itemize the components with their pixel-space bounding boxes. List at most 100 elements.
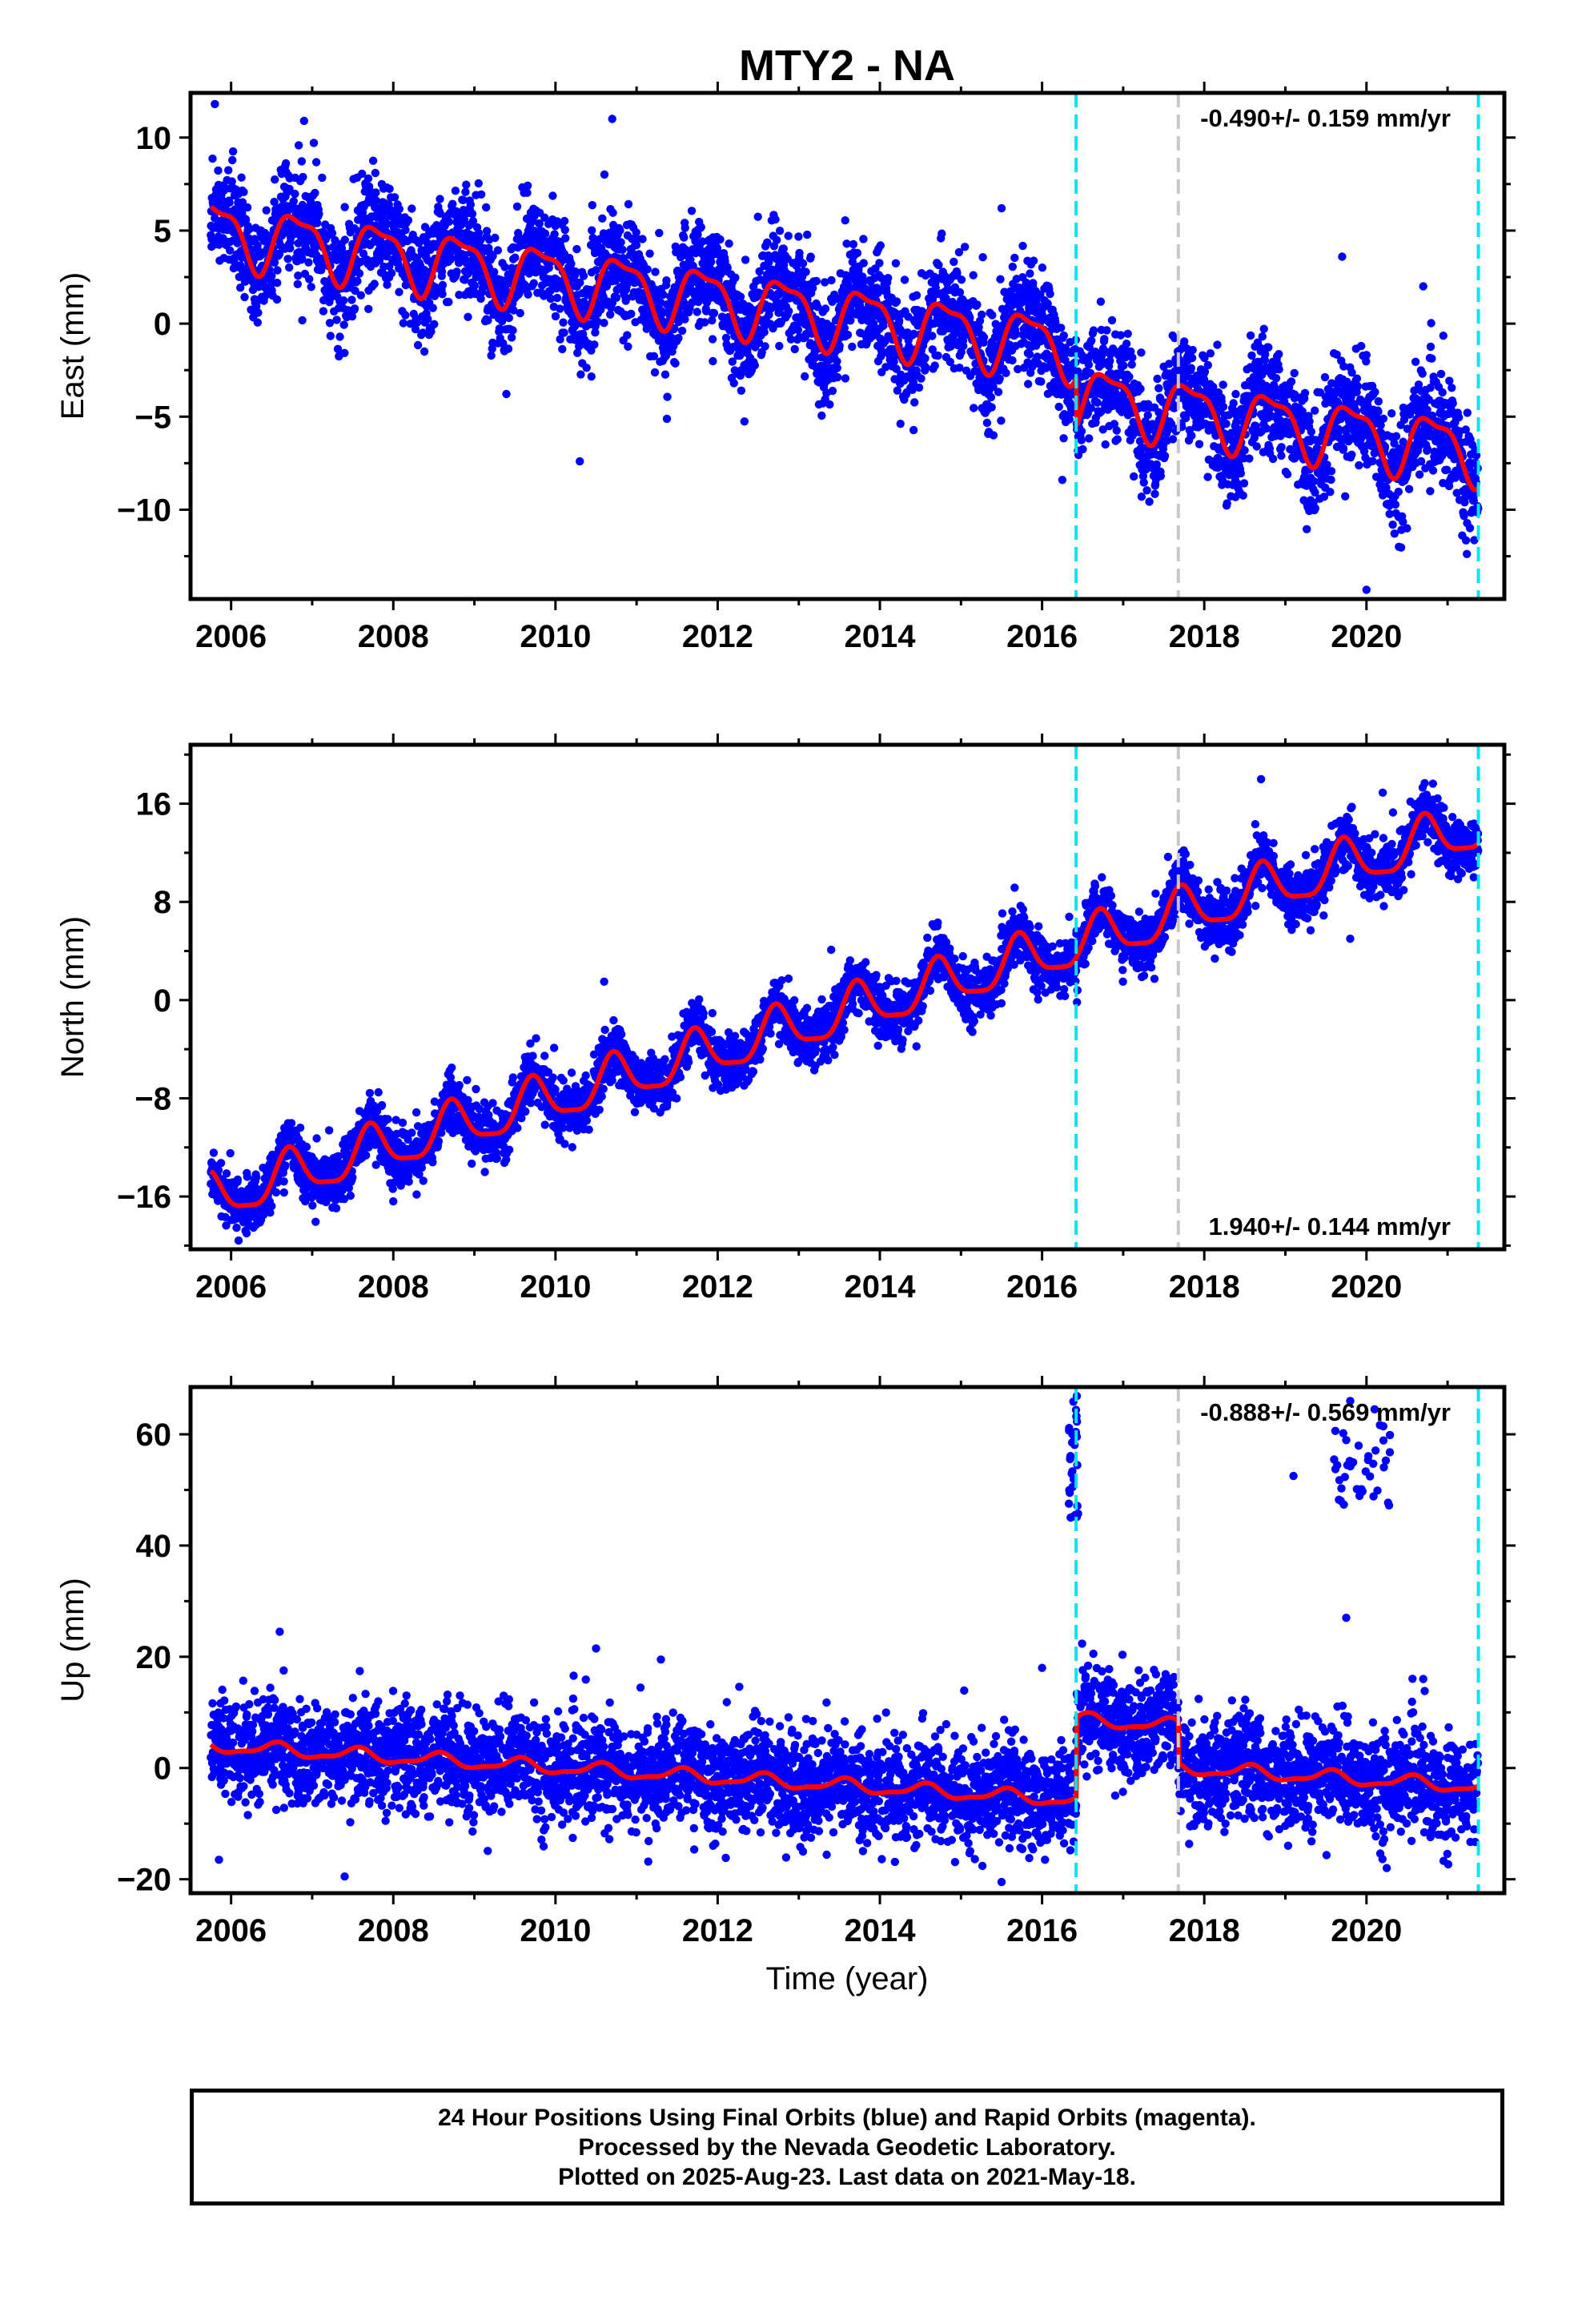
data-point [331, 235, 339, 245]
data-point [476, 294, 485, 304]
data-point [801, 267, 810, 276]
data-point [368, 156, 378, 165]
data-point [270, 197, 279, 207]
east-panel: 2006 2008 2010 2012 2014 2016 2018 2020−10−5051… [55, 82, 1516, 654]
data-point [1156, 472, 1166, 480]
data-point [1059, 434, 1068, 443]
data-point [325, 319, 335, 328]
data-point [1085, 434, 1094, 443]
data-point [273, 266, 282, 275]
data-point [587, 372, 596, 381]
data-point [507, 333, 516, 342]
data-point [790, 344, 799, 354]
data-point [934, 351, 942, 360]
data-point [1101, 440, 1110, 449]
data-point [1423, 444, 1432, 453]
data-point [1436, 369, 1446, 379]
data-point [488, 251, 497, 260]
data-point [827, 275, 836, 285]
data-point [326, 332, 335, 340]
data-point [598, 214, 607, 223]
data-point [444, 297, 453, 307]
data-point [464, 312, 472, 321]
data-point [997, 416, 1006, 425]
data-point [560, 328, 568, 337]
data-point [961, 243, 970, 251]
data-point [1371, 388, 1379, 396]
data-point [896, 420, 905, 428]
data-point [291, 189, 299, 199]
data-point [986, 392, 996, 402]
data-point [335, 332, 344, 341]
data-point [1347, 450, 1356, 459]
data-point [623, 331, 632, 340]
data-point [959, 341, 968, 351]
data-point [1037, 377, 1046, 386]
data-point [740, 417, 749, 426]
data-point [600, 170, 609, 179]
data-point [1341, 492, 1350, 501]
data-point [876, 241, 885, 250]
data-point [1404, 485, 1414, 493]
data-point [401, 311, 410, 320]
data-point [498, 316, 507, 326]
data-point [793, 325, 803, 335]
data-point [1093, 398, 1102, 407]
data-point [651, 267, 660, 276]
data-point [1077, 436, 1086, 444]
data-point [395, 204, 404, 214]
data-point [423, 238, 432, 247]
data-point [540, 229, 550, 238]
data-point [1154, 384, 1163, 392]
data-point [214, 166, 223, 175]
data-point [401, 280, 410, 290]
data-point [1087, 336, 1096, 345]
data-point [588, 201, 596, 210]
data-point [821, 304, 830, 313]
data-point [466, 200, 475, 209]
data-point [304, 258, 313, 267]
data-point [1219, 402, 1228, 412]
data-point [273, 279, 282, 287]
data-point [638, 235, 647, 243]
data-point [921, 354, 930, 363]
data-point [340, 348, 349, 357]
data-point [892, 297, 901, 306]
data-point [693, 308, 701, 316]
data-point [1448, 399, 1457, 408]
data-point [1123, 329, 1132, 338]
data-point [285, 263, 294, 272]
data-point [909, 425, 918, 435]
data-point [680, 233, 689, 242]
data-point [495, 324, 504, 333]
data-point [459, 195, 468, 204]
data-point [1125, 372, 1134, 381]
data-point [385, 262, 394, 271]
data-point [383, 280, 391, 289]
data-point [245, 224, 254, 234]
data-point [411, 324, 420, 334]
data-point [351, 286, 359, 296]
data-point [1008, 262, 1018, 271]
data-point [523, 188, 532, 197]
data-point [624, 199, 633, 209]
data-point [1113, 435, 1122, 444]
data-point [488, 344, 496, 353]
data-point [500, 263, 509, 271]
data-point [938, 229, 946, 238]
data-point [482, 203, 491, 212]
data-point [262, 206, 271, 215]
data-point [340, 235, 349, 244]
data-point [1415, 470, 1424, 479]
data-point [487, 351, 496, 360]
data-point [1271, 374, 1281, 383]
data-point [251, 235, 259, 243]
data-point [988, 311, 997, 320]
data-point [1002, 368, 1010, 377]
data-point [618, 245, 627, 254]
data-point [523, 181, 532, 190]
data-point [616, 226, 624, 235]
data-point [1411, 357, 1420, 366]
data-point [236, 283, 245, 292]
